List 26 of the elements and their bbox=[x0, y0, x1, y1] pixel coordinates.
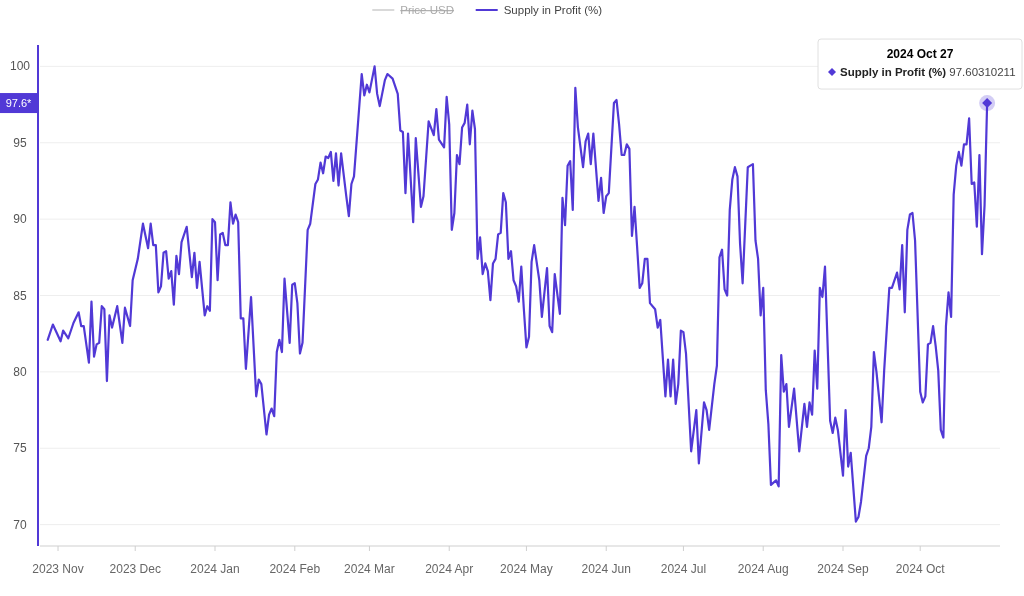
legend-label: Supply in Profit (%) bbox=[503, 4, 603, 16]
annotation: 2024 Oct 27 bbox=[886, 47, 954, 62]
x-tick-label: 2024 Jan bbox=[190, 562, 240, 576]
x-tick-label: 2024 Sep bbox=[817, 562, 870, 576]
tooltip: 2024 Oct 27 Supply in Profit (%) 97.60310211 bbox=[817, 38, 1023, 90]
y-tick-label: 100 bbox=[9, 59, 31, 74]
x-tick-label: 2024 Aug bbox=[737, 562, 789, 576]
y-tick-label: 80 bbox=[13, 364, 27, 379]
x-tick-label: 2023 Dec bbox=[109, 562, 161, 576]
x-tick-label: 2024 Jun bbox=[581, 562, 631, 576]
x-tick-label: 2023 Nov bbox=[32, 562, 84, 576]
x-tick-label: 2024 Oct bbox=[895, 562, 946, 576]
text: 97.6* bbox=[5, 97, 33, 110]
y-tick-label: 75 bbox=[13, 441, 27, 456]
y-tick-label: 70 bbox=[13, 517, 27, 532]
x-tick-label: 2024 Mar bbox=[344, 562, 395, 576]
y-tick-label: 85 bbox=[13, 288, 27, 303]
annotation: 97.60310211 bbox=[946, 66, 1016, 79]
x-tick-label: 2024 Jul bbox=[660, 562, 707, 576]
x-tick-label: 2024 May bbox=[500, 562, 553, 576]
x-tick-label: 2024 Apr bbox=[425, 562, 474, 576]
x-tick-label: 2024 Feb bbox=[269, 562, 321, 576]
y-tick-label: 90 bbox=[13, 212, 27, 227]
annotation: Supply in Profit (%) bbox=[840, 66, 947, 79]
y-tick-label: 95 bbox=[13, 135, 27, 150]
legend-label: Price USD bbox=[400, 4, 454, 16]
